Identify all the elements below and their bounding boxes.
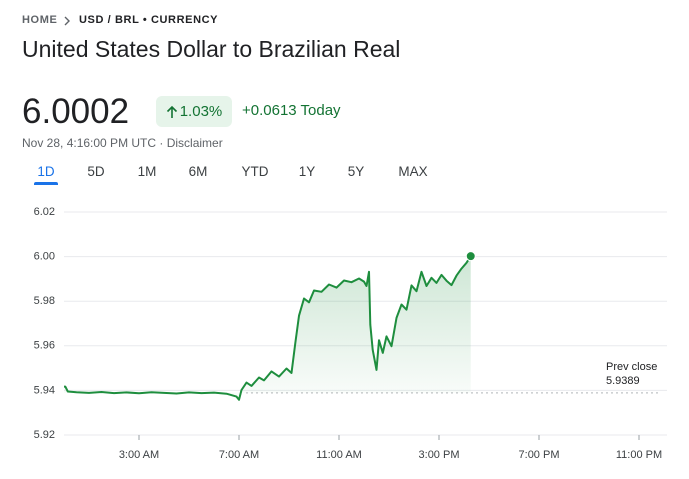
x-tick-label: 7:00 PM: [519, 449, 560, 461]
y-tick-label: 5.96: [34, 340, 55, 352]
x-tick-label: 3:00 AM: [119, 449, 159, 461]
range-tab[interactable]: 1D: [37, 164, 55, 179]
change-percent: 1.03%: [179, 103, 223, 120]
x-tick-label: 11:00 AM: [316, 449, 362, 461]
range-tab[interactable]: YTD: [241, 164, 269, 179]
title: United States Dollar to Brazilian Real: [22, 36, 401, 62]
breadcrumb-home[interactable]: HOME: [22, 14, 58, 26]
y-tick-label: 5.98: [34, 295, 55, 307]
change-badge: 1.03%: [156, 96, 232, 127]
chevron: [64, 16, 70, 26]
prev-close-label: Prev close: [606, 361, 657, 373]
range-tab[interactable]: 5D: [87, 164, 105, 179]
change: +0.0613 Today: [242, 102, 341, 119]
y-tick-label: 5.92: [34, 429, 55, 441]
prev-close-value: 5.9389: [606, 375, 640, 387]
up-arrow: [166, 105, 177, 118]
timestamp: Nov 28, 4:16:00 PM UTC · Disclaimer: [22, 136, 223, 150]
price: 6.0002: [22, 92, 130, 131]
range-tab[interactable]: 1M: [137, 164, 157, 179]
breadcrumb-current: USD / BRL • CURRENCY: [79, 14, 219, 26]
active-tab-indicator: [34, 182, 58, 185]
x-tick-label: 3:00 PM: [419, 449, 460, 461]
area-fill: [64, 256, 471, 400]
range-tab[interactable]: 6M: [188, 164, 208, 179]
range-tab[interactable]: 1Y: [298, 164, 316, 179]
x-tick-label: 11:00 PM: [616, 449, 662, 461]
y-tick-label: 5.94: [34, 384, 55, 396]
last-point: [465, 251, 476, 262]
y-tick-label: 6.02: [34, 206, 55, 218]
y-tick-label: 6.00: [34, 251, 55, 263]
range-tab[interactable]: MAX: [398, 164, 428, 179]
x-tick-label: 7:00 AM: [219, 449, 259, 461]
range-tab[interactable]: 5Y: [347, 164, 365, 179]
price-line: [64, 255, 472, 401]
chart: 5.92 5.94 5.96 5.98 6.00 6.02 3:00 AM 7:00 AM 11…: [34, 206, 667, 461]
